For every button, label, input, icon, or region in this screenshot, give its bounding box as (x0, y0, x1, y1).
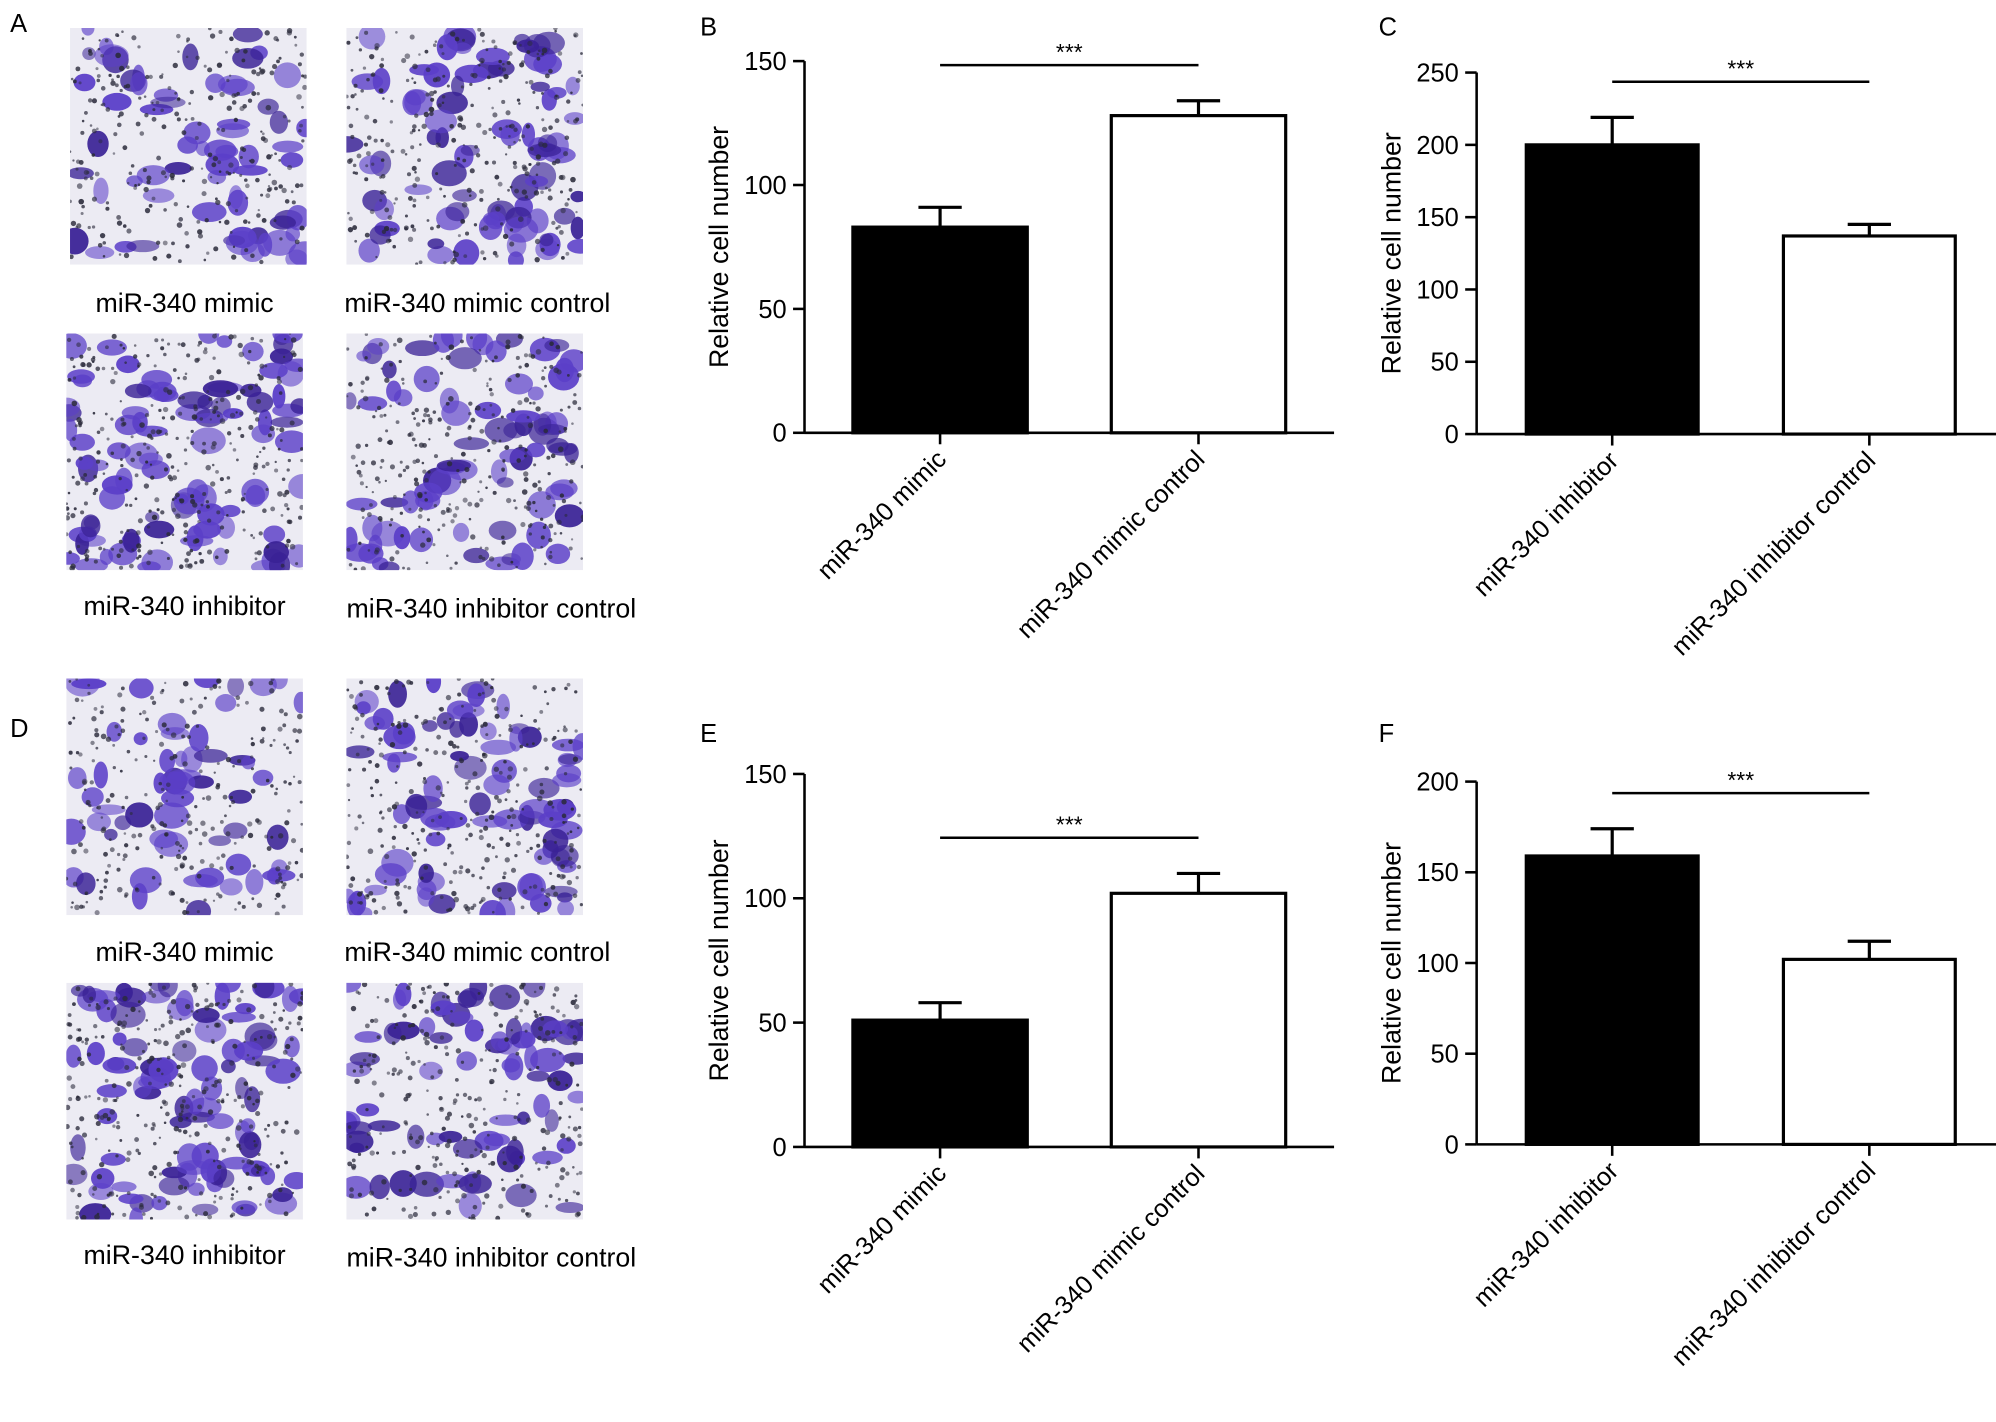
y-tick-label: 50 (758, 296, 786, 324)
chart-b: B 0 50 100 150 Relative cell number miR-340 mi… (700, 14, 1335, 644)
y-tick-label: 250 (1416, 59, 1458, 87)
y-tick-label: 150 (744, 761, 786, 789)
bar-1 (851, 225, 1029, 435)
category-label: miR-340 mimic (812, 445, 952, 585)
significance-label: *** (1727, 56, 1754, 82)
y-tick-label: 100 (744, 885, 786, 913)
micrograph-texture (346, 982, 584, 1220)
chart-c: C 0 50 100 150 200 250 Relative cell number miR-… (1376, 14, 1996, 662)
y-tick-label: 50 (1431, 1041, 1459, 1069)
y-tick-label: 0 (773, 420, 787, 448)
chart-f: F 0 50 100 150 200 Relative cell number miR-340… (1376, 720, 1996, 1372)
category-label: miR-340 inhibitor control (1666, 1157, 1881, 1372)
caption-d-inhibitor-control: miR-340 inhibitor control (346, 1243, 637, 1273)
caption-a-mimic-control: miR-340 mimic control (344, 288, 611, 319)
micrograph-texture (346, 28, 584, 265)
y-tick-label: 150 (1416, 204, 1458, 232)
significance-label: *** (1727, 767, 1754, 793)
panel-letter-a: A (10, 10, 28, 39)
category-label: miR-340 inhibitor (1468, 446, 1624, 602)
panel-letter: B (700, 14, 717, 42)
category-label: miR-340 inhibitor (1468, 1156, 1624, 1312)
y-tick-label: 50 (1431, 349, 1459, 377)
significance-label: *** (1056, 39, 1083, 65)
micrograph-texture (346, 678, 584, 916)
micrograph-texture (66, 678, 303, 916)
y-tick-label: 0 (773, 1134, 787, 1162)
bar-1 (1524, 854, 1700, 1146)
y-tick-label: 100 (1416, 950, 1458, 978)
panel-letter-d: D (10, 715, 29, 744)
panel-letter: C (1379, 14, 1397, 42)
bar-2 (1109, 891, 1288, 1149)
micrograph-d-mimic (66, 678, 303, 916)
y-tick-label: 200 (1416, 769, 1458, 797)
caption-d-mimic: miR-340 mimic (95, 938, 274, 968)
y-axis-label: Relative cell number (704, 126, 734, 368)
category-label: miR-340 mimic control (1012, 1159, 1211, 1358)
y-tick-label: 0 (1445, 1131, 1459, 1159)
micrograph-a-inhibitor-control (346, 333, 584, 571)
y-axis-label: Relative cell number (1376, 132, 1406, 374)
bar-2 (1781, 234, 1957, 436)
y-axis-label: Relative cell number (704, 839, 734, 1081)
micrograph-a-mimic (70, 28, 307, 265)
chart-e: E 0 50 100 150 Relative cell number miR-340 mi… (700, 720, 1335, 1358)
micrograph-d-inhibitor-control (346, 982, 584, 1220)
micrograph-texture (70, 28, 307, 265)
micrograph-a-mimic-control (346, 28, 584, 265)
panel-letter: F (1379, 720, 1395, 748)
y-tick-label: 0 (1445, 421, 1459, 449)
micrograph-texture (66, 333, 303, 571)
category-label: miR-340 inhibitor control (1666, 447, 1881, 662)
y-tick-label: 150 (744, 48, 786, 76)
significance-label: *** (1056, 812, 1083, 838)
y-tick-label: 50 (758, 1010, 786, 1038)
micrograph-a-inhibitor (66, 333, 303, 571)
micrograph-d-inhibitor (66, 982, 303, 1220)
y-tick-label: 150 (1416, 859, 1458, 887)
panel-letter: E (700, 720, 717, 748)
bar-2 (1109, 114, 1288, 435)
micrograph-texture (66, 982, 303, 1220)
y-tick-label: 100 (744, 172, 786, 200)
caption-a-mimic: miR-340 mimic (95, 288, 274, 319)
y-axis-label: Relative cell number (1376, 842, 1406, 1084)
micrograph-d-mimic-control (346, 678, 584, 916)
bar-1 (1524, 143, 1700, 436)
caption-a-inhibitor-control: miR-340 inhibitor control (346, 594, 637, 624)
micrograph-texture (346, 333, 584, 571)
caption-d-inhibitor: miR-340 inhibitor (83, 1241, 286, 1271)
bar-2 (1781, 957, 1957, 1146)
y-tick-label: 100 (1416, 276, 1458, 304)
caption-d-mimic-control: miR-340 mimic control (344, 938, 611, 968)
bar-1 (851, 1018, 1029, 1149)
caption-a-inhibitor: miR-340 inhibitor (83, 591, 286, 622)
y-tick-label: 200 (1416, 132, 1458, 160)
category-label: miR-340 mimic control (1012, 445, 1211, 644)
category-label: miR-340 mimic (812, 1159, 952, 1299)
